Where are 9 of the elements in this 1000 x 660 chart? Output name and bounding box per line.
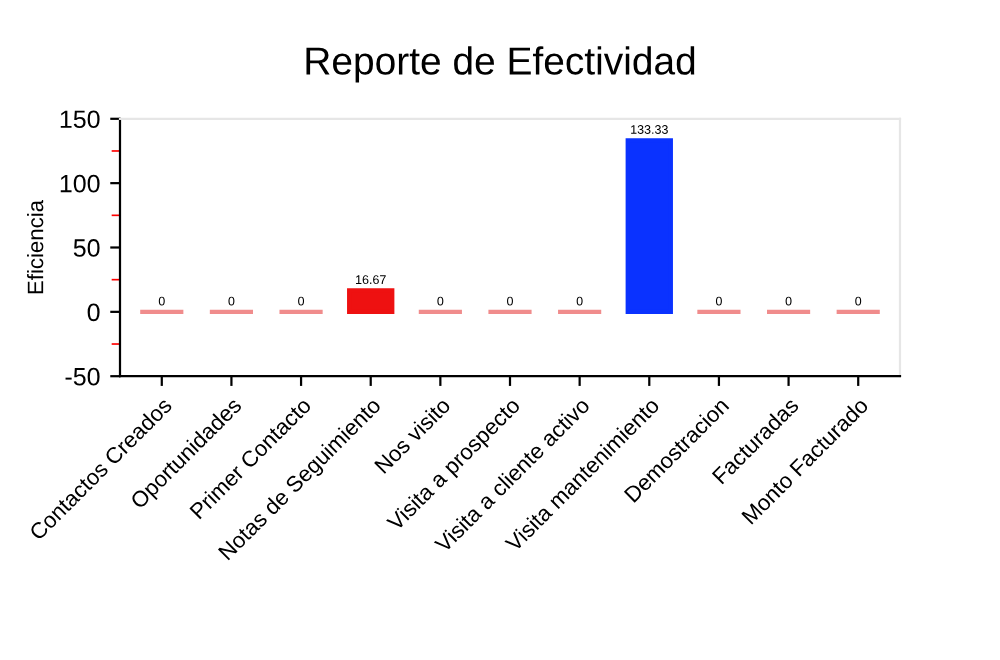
y-tick-label: 100: [60, 174, 100, 193]
y-tick-label: 150: [60, 110, 100, 129]
y-tick-label: -50: [65, 367, 100, 386]
y-tick-label: 50: [73, 239, 100, 257]
bar: [347, 288, 395, 314]
chart-title: Reporte de Efectividad: [306, 46, 695, 83]
y-axis-title: Eficiencia: [27, 199, 44, 294]
y-tick-label: 0: [87, 303, 100, 322]
bar: [625, 138, 673, 314]
